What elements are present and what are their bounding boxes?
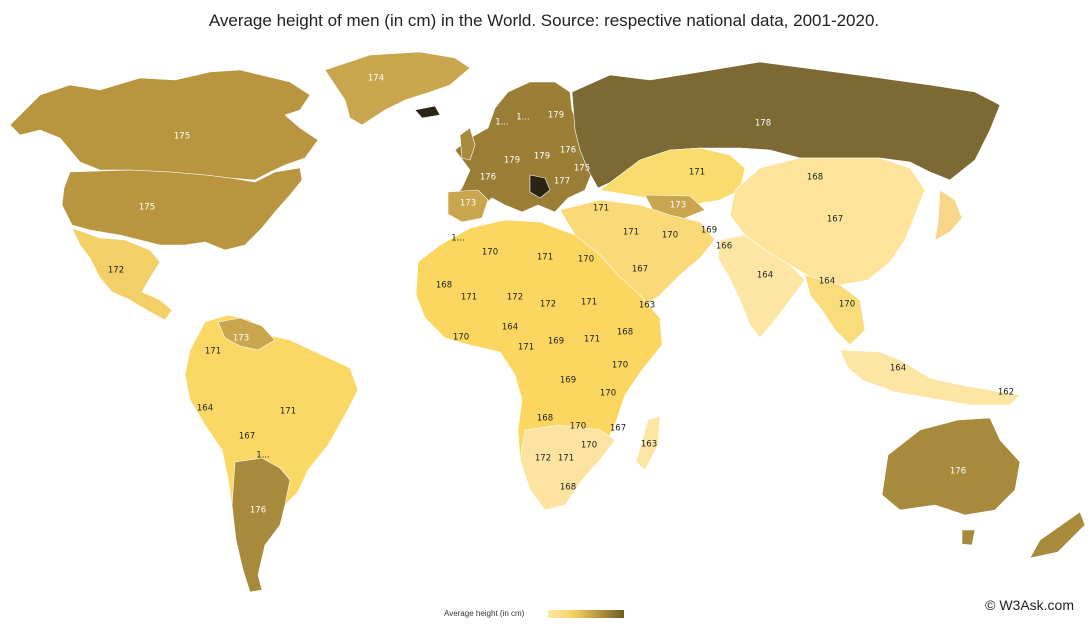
country-label-saudi: 167: [632, 265, 648, 275]
country-label-germany: 179: [504, 156, 520, 166]
country-label-peru: 164: [197, 404, 213, 414]
country-label-sweden: 1...: [516, 113, 530, 123]
country-label-zambia: 170: [570, 422, 586, 432]
legend-label: Average height (in cm): [444, 609, 525, 618]
country-label-botswana: 171: [558, 454, 574, 464]
country-label-argentina: 176: [250, 506, 266, 516]
country-label-egypt: 170: [578, 255, 594, 265]
country-label-poland: 179: [534, 152, 550, 162]
usa-shape: [61, 167, 303, 251]
country-label-china: 167: [827, 215, 843, 225]
country-label-brazil: 171: [280, 407, 296, 417]
iberia-shape: [447, 189, 489, 223]
country-label-indonesia: 164: [890, 364, 906, 374]
argentina-shape: [231, 457, 291, 593]
country-label-pakistan: 166: [716, 242, 732, 252]
country-label-iraq: 171: [623, 228, 639, 238]
country-label-iran: 170: [662, 231, 678, 241]
canada-shape: [9, 69, 319, 181]
copyright-text: © W3Ask.com: [985, 597, 1074, 613]
country-label-norway: 1...: [495, 118, 509, 128]
country-label-france: 176: [480, 173, 496, 183]
country-label-niger: 172: [507, 293, 523, 303]
country-label-thailand: 170: [839, 300, 855, 310]
country-label-mongolia: 168: [807, 173, 823, 183]
country-label-libya: 171: [537, 253, 553, 263]
southern-africa-shape: [519, 424, 616, 511]
country-label-ethiopia: 168: [617, 328, 633, 338]
country-label-kazakhstan: 171: [689, 168, 705, 178]
country-label-angola: 168: [537, 414, 553, 424]
country-label-car: 169: [548, 337, 564, 347]
country-label-sudan: 171: [581, 298, 597, 308]
mexico-shape: [71, 227, 173, 321]
country-label-bolivia: 167: [239, 432, 255, 442]
country-label-greenland: 174: [368, 74, 384, 84]
country-label-kenya: 170: [600, 389, 616, 399]
country-label-turkmenistan: 173: [670, 201, 686, 211]
new-zealand-shape: [1029, 511, 1086, 559]
country-label-southsudan: 171: [584, 335, 600, 345]
se-asia-shape: [804, 274, 866, 346]
south-america-shape: [184, 314, 359, 593]
country-label-mozambique: 170: [581, 441, 597, 451]
country-label-tanzania: 167: [610, 424, 626, 434]
country-label-mexico: 172: [108, 266, 124, 276]
country-label-ghana: 164: [502, 323, 518, 333]
country-label-belarus: 176: [560, 146, 576, 156]
venezuela-shape: [217, 317, 276, 351]
country-label-myanmar: 164: [819, 277, 835, 287]
australia-shape: [881, 417, 1021, 516]
country-label-mali: 171: [461, 293, 477, 303]
country-label-nigeria: 171: [518, 343, 534, 353]
country-label-venezuela: 173: [233, 334, 249, 344]
country-label-balkans: 177: [554, 177, 570, 187]
tasmania-shape: [961, 529, 976, 546]
japan-shape: [934, 189, 963, 241]
country-label-canada: 175: [174, 132, 190, 142]
country-label-algeria: 170: [482, 248, 498, 258]
country-label-usa: 175: [139, 203, 155, 213]
country-label-finland: 179: [548, 111, 564, 121]
country-label-southafrica: 168: [560, 483, 576, 493]
country-label-png: 162: [998, 388, 1014, 398]
country-label-chad: 172: [540, 300, 556, 310]
india-shape: [717, 234, 806, 339]
legend-color-scale: [548, 610, 624, 618]
greenland-shape: [324, 51, 471, 126]
country-label-colombia: 171: [205, 347, 221, 357]
country-label-somalia: 170: [612, 361, 628, 371]
indonesia-shape: [839, 349, 1021, 406]
country-label-madagascar: 163: [641, 440, 657, 450]
country-label-drc: 169: [560, 376, 576, 386]
country-label-paraguay: 1...: [256, 451, 270, 461]
madagascar-shape: [635, 415, 661, 471]
country-label-spain: 173: [460, 199, 476, 209]
country-label-australia: 176: [950, 467, 966, 477]
country-label-russia: 178: [755, 119, 771, 129]
balkans-shape: [529, 174, 551, 199]
land-masses: [9, 51, 1086, 593]
iceland-shape: [414, 105, 441, 119]
country-label-namibia: 172: [535, 454, 551, 464]
country-label-ukraine: 175: [574, 164, 590, 174]
uk-shape: [459, 127, 476, 161]
map-title: Average height of men (in cm) in the Wor…: [208, 11, 880, 30]
country-label-india: 164: [757, 271, 773, 281]
country-label-mauritania: 168: [436, 281, 452, 291]
country-label-afghanistan: 169: [701, 226, 717, 236]
country-label-ivorycoast: 170: [453, 333, 469, 343]
country-label-turkey: 171: [593, 204, 609, 214]
country-label-yemen: 163: [639, 301, 655, 311]
country-label-morocco: 1...: [451, 234, 465, 244]
